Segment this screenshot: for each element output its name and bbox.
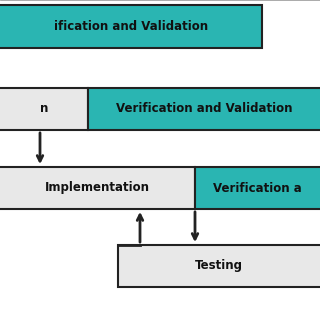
Bar [88,88,320,130]
Text: Verification a: Verification a [213,181,302,195]
Bar [0,5,262,48]
Text: Verification and Validation: Verification and Validation [116,102,292,116]
Bar [195,167,320,209]
Bar [0,88,88,130]
Text: Testing: Testing [195,260,243,273]
Text: n: n [40,102,48,116]
Bar [118,245,320,287]
Text: ification and Validation: ification and Validation [54,20,208,33]
Text: Implementation: Implementation [45,181,150,195]
Bar [0,167,195,209]
